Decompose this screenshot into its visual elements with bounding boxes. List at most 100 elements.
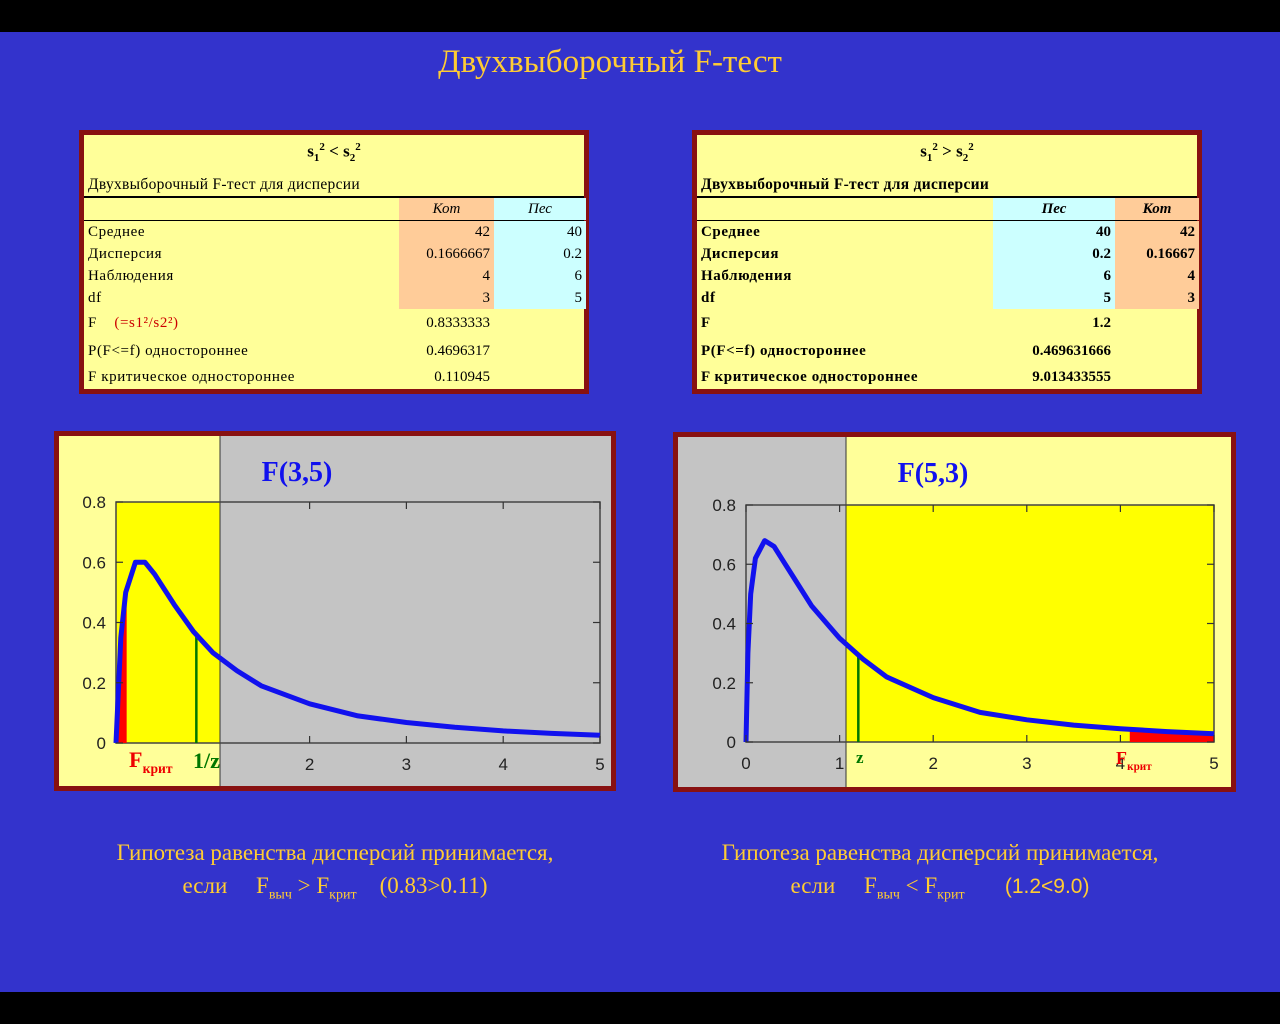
footer-right: Гипотеза равенства дисперсий принимается… (665, 836, 1215, 912)
cell-mean-kot: 42 (475, 224, 490, 240)
row-label-df: df (701, 290, 716, 306)
density-curve (113, 559, 601, 744)
footer-right-line2: если Fвыч < Fкрит (1.2<9.0) (790, 873, 1090, 903)
row-label-fcrit: F критическое одностороннее (88, 369, 296, 385)
row-label-variance: Дисперсия (701, 246, 780, 262)
column-header-kot: Кот (399, 198, 494, 220)
pes-column-bg (993, 221, 1115, 309)
y-tick-label: 0.8 (712, 496, 736, 515)
acceptance-region-yellow (116, 502, 220, 743)
fcrit-annotation: F (1116, 748, 1127, 768)
y-tick-label: 0.8 (82, 493, 106, 512)
rejection-region-gray (678, 437, 846, 787)
fcrit-annotation-subscript: крит (1127, 761, 1152, 773)
row-label-mean: Среднее (88, 224, 146, 240)
row-label-p: P(F<=f) одностороннее (88, 343, 249, 359)
chart-title: F(5,3) (898, 458, 969, 489)
footer-left-line1: Гипотеза равенства дисперсий принимается… (116, 840, 554, 865)
x-tick-label: 5 (1209, 754, 1218, 773)
density-curve (743, 538, 1215, 743)
x-tick-label: 2 (928, 754, 937, 773)
statistic-annotation: z (856, 748, 864, 767)
cell-variance-kot: 0.1666667 (426, 246, 490, 262)
fcrit-annotation-subscript: крит (143, 761, 173, 776)
cell-fcrit-value: 9.013433555 (1032, 369, 1111, 385)
divider (697, 220, 1197, 221)
x-tick-label: 3 (1022, 754, 1031, 773)
cell-variance-kot: 0.16667 (1146, 246, 1195, 262)
chart-f35-svg: 0 0.2 0.4 0.6 0.8 2 3 4 5 F(3,5) F крит 1/z (59, 436, 611, 786)
divider (697, 196, 1197, 198)
pes-column-bg (494, 221, 586, 309)
cell-mean-pes: 40 (1096, 224, 1111, 240)
f-formula: (=s1²/s2²) (114, 315, 179, 331)
divider (84, 196, 584, 198)
column-header-pes: Пес (494, 198, 586, 220)
x-tick-label: 5 (595, 755, 604, 774)
row-label-f: F (701, 315, 711, 331)
y-tick-label: 0 (727, 733, 736, 752)
y-tick-label: 0.2 (82, 674, 106, 693)
row-label-p: P(F<=f) одностороннее (701, 343, 867, 359)
kot-column-bg (399, 221, 494, 309)
cell-observations-pes: 6 (574, 268, 583, 284)
cell-variance-pes: 0.2 (1092, 246, 1111, 262)
fcrit-annotation: F (129, 747, 142, 772)
x-tick-label: 4 (498, 755, 507, 774)
y-tick-label: 0.6 (712, 555, 736, 574)
column-header-pes: Пес (993, 198, 1115, 220)
chart-title: F(3,5) (262, 457, 333, 488)
cell-p-value: 0.469631666 (1032, 343, 1111, 359)
cell-f-value: 0.8333333 (426, 315, 490, 331)
row-label-variance: Дисперсия (88, 246, 163, 262)
y-tick-label: 0.2 (712, 674, 736, 693)
table-caption: Двухвыборочный F-тест для дисперсии (701, 176, 990, 193)
statistic-annotation: 1/z (193, 748, 220, 773)
x-tick-label: 4 (1116, 754, 1125, 773)
row-label-fcrit: F критическое одностороннее (701, 369, 919, 385)
cell-df-kot: 3 (1187, 290, 1196, 306)
cell-mean-kot: 42 (1180, 224, 1195, 240)
rejection-region-gray (220, 436, 611, 786)
footer-left: Гипотеза равенства дисперсий принимается… (60, 836, 610, 912)
cell-df-pes: 5 (574, 290, 583, 306)
y-tick-label: 0.4 (82, 614, 106, 633)
x-tick-label: 2 (305, 755, 314, 774)
x-tick-label: 0 (741, 754, 750, 773)
row-label-observations: Наблюдения (88, 268, 174, 284)
footer-left-line2: если Fвыч > Fкрит (0.83>0.11) (182, 873, 488, 903)
y-tick-label: 0 (97, 734, 106, 753)
x-tick-label: 1 (835, 754, 844, 773)
footer-right-line1: Гипотеза равенства дисперсий принимается… (721, 840, 1159, 865)
kot-column-bg (1115, 221, 1199, 309)
divider (84, 220, 584, 221)
cell-f-value: 1.2 (1092, 315, 1111, 331)
left-f-test-table: s12 < s22 Двухвыборочный F-тест для дисп… (79, 130, 589, 394)
column-header-kot: Кот (1115, 198, 1199, 220)
cell-observations-kot: 4 (1187, 268, 1196, 284)
chart-f53-svg: 0 0.2 0.4 0.6 0.8 0 1 2 3 4 5 F(5,3) F крит z (678, 437, 1231, 787)
cell-df-kot: 3 (482, 290, 491, 306)
table-header-hypothesis: s12 < s22 (307, 141, 361, 165)
cell-mean-pes: 40 (567, 224, 582, 240)
acceptance-region-yellow (846, 505, 1214, 742)
right-f-test-table: s12 > s22 Двухвыборочный F-тест для дисп… (692, 130, 1202, 394)
cell-fcrit-value: 0.110945 (434, 369, 490, 385)
row-label-observations: Наблюдения (701, 268, 792, 284)
slide: Двухвыборочный F-тест s12 < s22 Двухвыбо… (0, 32, 1280, 992)
row-label-mean: Среднее (701, 224, 761, 240)
row-label-df: df (88, 290, 102, 306)
table-caption: Двухвыборочный F-тест для дисперсии (88, 176, 360, 193)
cell-observations-pes: 6 (1103, 268, 1112, 284)
y-tick-label: 0.4 (712, 615, 736, 634)
cell-p-value: 0.4696317 (426, 343, 490, 359)
y-tick-label: 0.6 (82, 553, 106, 572)
x-tick-label: 3 (402, 755, 411, 774)
cell-observations-kot: 4 (482, 268, 491, 284)
page-title: Двухвыборочный F-тест (438, 44, 782, 80)
cell-variance-pes: 0.2 (563, 246, 582, 262)
cell-df-pes: 5 (1103, 290, 1112, 306)
row-label-f: F (=s1²/s2²) (88, 315, 179, 331)
